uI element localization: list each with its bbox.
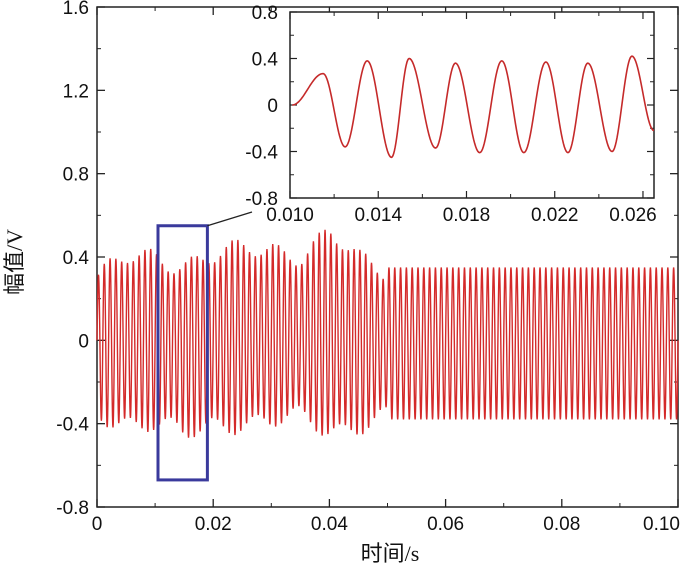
main-x-tick-label: 0.06 <box>427 514 464 535</box>
main-x-tick-label: 0.04 <box>311 514 348 535</box>
main-y-tick-label: 0.8 <box>63 165 89 186</box>
main-y-tick-label: 0.4 <box>63 248 90 269</box>
main-y-tick-label: -0.8 <box>56 498 89 519</box>
inset-x-tick-label: 0.010 <box>266 205 314 226</box>
highlight-box <box>156 224 209 482</box>
inset-y-tick-label: -0.4 <box>245 143 278 164</box>
main-y-tick-label: 1.2 <box>63 81 89 102</box>
inset-x-tick-label: 0.014 <box>354 205 402 226</box>
inset-x-tick-labels: 0.010 0.014 0.018 0.022 0.026 <box>266 205 657 226</box>
inset-x-tick-label: 0.018 <box>443 205 491 226</box>
x-axis-title: 时间/s <box>361 541 420 566</box>
inset-signal-line <box>292 55 655 159</box>
inset-x-tick-label: 0.026 <box>609 205 657 226</box>
inset-x-tick-label: 0.022 <box>531 205 579 226</box>
main-x-tick-label: 0 <box>92 514 103 535</box>
main-x-tick-labels: 0 0.02 0.04 0.06 0.08 0.10 <box>92 514 680 535</box>
main-signal-line <box>96 229 679 438</box>
main-y-tick-label: -0.4 <box>56 415 89 436</box>
inset-y-tick-label: 0.8 <box>252 3 278 24</box>
inset-y-tick-labels: -0.8 -0.4 0 0.4 0.8 <box>245 3 278 210</box>
inset-connector-line <box>207 211 253 227</box>
inset-y-tick-label: 0 <box>267 96 278 117</box>
main-y-tick-labels: -0.8 -0.4 0 0.4 0.8 1.2 1.6 <box>56 0 89 519</box>
inset-background <box>290 12 654 198</box>
main-x-tick-label: 0.10 <box>643 514 680 535</box>
y-axis-title: 幅值/V <box>2 229 27 295</box>
inset-y-tick-label: -0.8 <box>245 189 278 210</box>
inset-y-tick-label: 0.4 <box>252 50 279 71</box>
main-y-tick-label: 0 <box>78 331 89 352</box>
main-axis-ticks <box>96 6 679 508</box>
main-y-tick-label: 1.6 <box>63 0 89 19</box>
main-x-tick-label: 0.02 <box>195 514 232 535</box>
main-x-tick-label: 0.08 <box>543 514 580 535</box>
inset-axis-ticks <box>289 11 654 199</box>
